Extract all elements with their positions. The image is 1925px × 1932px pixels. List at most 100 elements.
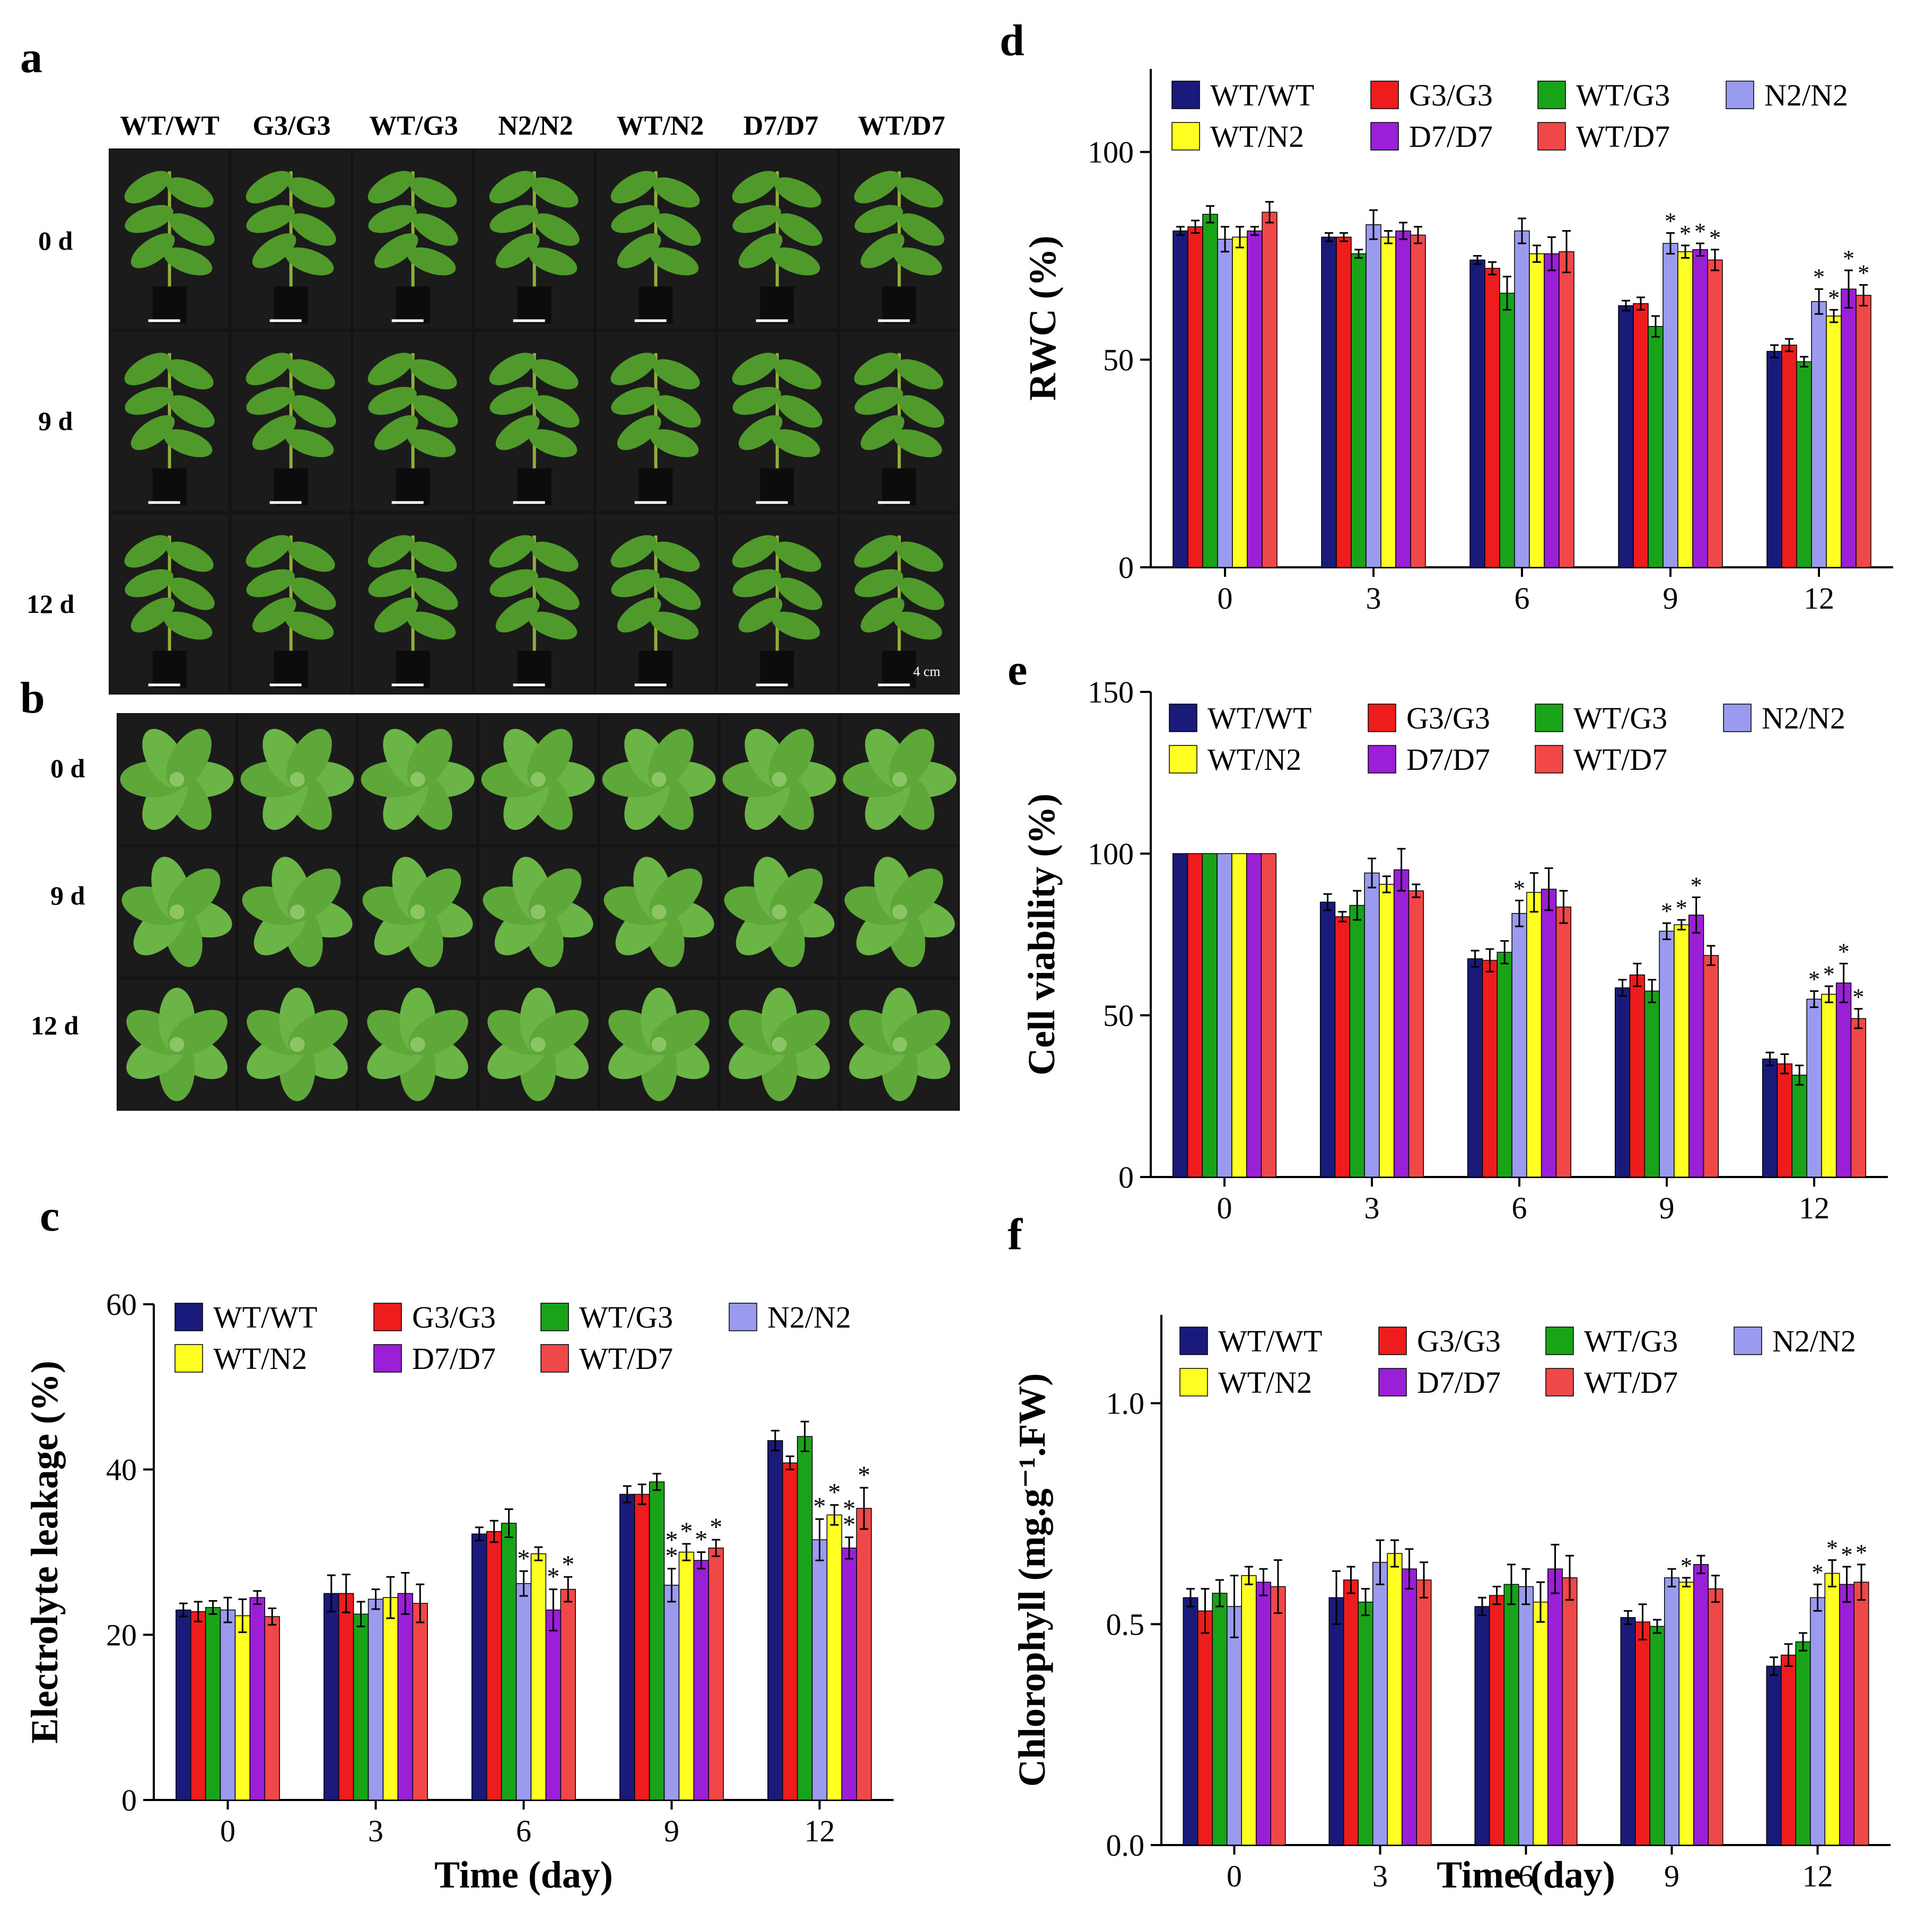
x-tick-label: 3 xyxy=(1364,1191,1380,1225)
plant-illustration xyxy=(732,171,823,324)
significance-star: * xyxy=(1838,938,1850,964)
leaf xyxy=(854,353,900,385)
leaf xyxy=(732,387,782,415)
panel-a-col-label: WT/WT xyxy=(120,111,220,141)
leaf xyxy=(854,205,903,233)
bar xyxy=(1395,230,1411,568)
plant-illustration xyxy=(124,353,215,506)
bar xyxy=(323,1593,339,1801)
plant-photo-top xyxy=(239,980,356,1109)
leaf xyxy=(772,611,820,640)
plant-illustration xyxy=(368,535,458,688)
plant-illustration xyxy=(854,171,944,324)
scale-bar xyxy=(269,319,302,322)
plant-illustration xyxy=(124,171,215,324)
bar xyxy=(264,1616,280,1801)
bar xyxy=(1499,293,1515,568)
scale-bar xyxy=(269,501,302,504)
leaf xyxy=(368,387,417,415)
significance-star: * xyxy=(710,1513,722,1541)
scale-bar xyxy=(513,683,545,686)
bar xyxy=(1197,1610,1213,1846)
leaf xyxy=(489,353,535,385)
rosette-center xyxy=(530,1037,546,1052)
plant-photo-top xyxy=(841,715,958,844)
significance-star: * xyxy=(562,1550,574,1578)
plant-photo-side xyxy=(597,514,715,693)
bar xyxy=(220,1609,236,1801)
leaf xyxy=(246,387,295,415)
leaf xyxy=(163,429,213,458)
bar xyxy=(693,1560,709,1801)
leaf xyxy=(495,415,540,451)
panel-b-row-label: 0 d xyxy=(50,753,85,783)
legend-label: G3/G3 xyxy=(1417,1324,1501,1358)
bar xyxy=(1232,236,1248,568)
bar xyxy=(1659,930,1675,1178)
bar xyxy=(1343,1579,1359,1846)
legend-label: WT/D7 xyxy=(1576,119,1670,154)
rosette-center xyxy=(651,904,667,919)
panel-letter-d: d xyxy=(1000,16,1025,65)
scale-bar xyxy=(634,501,667,504)
bar xyxy=(619,1494,635,1801)
x-tick-label: 3 xyxy=(368,1814,383,1848)
legend-label: N2/N2 xyxy=(1762,701,1845,735)
bar xyxy=(1635,1621,1650,1846)
leaf xyxy=(368,353,414,385)
leaf xyxy=(130,233,175,268)
legend-swatch xyxy=(1726,81,1754,109)
plant-photo-side xyxy=(597,150,715,329)
bar xyxy=(1703,955,1719,1178)
rosette-center xyxy=(169,1037,185,1052)
plant-illustration xyxy=(724,857,835,967)
leaf xyxy=(166,359,214,390)
legend-label: WT/N2 xyxy=(1218,1365,1312,1400)
leaf xyxy=(652,177,700,208)
panel-letter-b: b xyxy=(20,673,45,723)
plant-illustration xyxy=(849,988,950,1101)
panel-b-row-label: 9 d xyxy=(50,881,85,910)
leaf xyxy=(287,177,335,208)
plant-photo-side xyxy=(718,514,837,693)
x-tick-label: 0 xyxy=(1217,1191,1232,1225)
bar xyxy=(1555,906,1572,1178)
pot xyxy=(882,650,916,688)
bar xyxy=(1511,913,1527,1178)
bar xyxy=(1529,253,1545,568)
scale-bar xyxy=(148,319,180,322)
bar xyxy=(190,1611,206,1801)
plant-photo-side xyxy=(110,332,229,511)
significance-star: * xyxy=(1676,895,1687,921)
panel-a-col-label: WT/D7 xyxy=(858,111,946,141)
plant-illustration xyxy=(608,988,710,1101)
legend-swatch xyxy=(1169,745,1197,774)
leaf xyxy=(489,387,538,415)
rosette-center xyxy=(772,1037,787,1052)
plant-illustration xyxy=(603,857,714,967)
pot xyxy=(638,468,673,506)
leaf xyxy=(166,177,214,208)
x-tick-label: 6 xyxy=(516,1814,531,1848)
bar xyxy=(1688,915,1704,1178)
legend-label: WT/N2 xyxy=(1208,742,1301,777)
rosette-center xyxy=(772,904,787,919)
leaf xyxy=(412,213,458,246)
y-tick-label: 50 xyxy=(1103,343,1134,377)
plant-illustration xyxy=(732,353,823,506)
x-tick-label: 6 xyxy=(1518,1859,1534,1893)
leaf xyxy=(896,177,943,208)
bar xyxy=(1349,904,1365,1178)
bar xyxy=(1526,892,1542,1178)
plant-photo-side xyxy=(475,150,594,329)
bar xyxy=(1839,1584,1854,1846)
leaf xyxy=(610,535,657,568)
bar xyxy=(1707,259,1723,568)
bar xyxy=(1387,1553,1403,1846)
scale-bar xyxy=(634,683,667,686)
leaf xyxy=(287,541,335,572)
pot xyxy=(274,650,308,688)
bar xyxy=(1366,224,1381,568)
leaf xyxy=(124,535,170,568)
bar xyxy=(649,1481,665,1801)
